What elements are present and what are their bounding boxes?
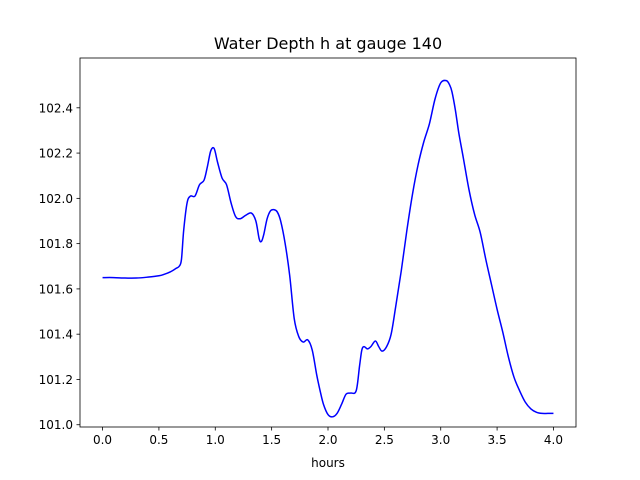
x-tick-label: 1.0 [206,433,225,447]
x-axis-label: hours [311,456,345,470]
y-tick-label: 101.6 [39,282,73,296]
x-tick-label: 3.5 [488,433,507,447]
x-tick-label: 4.0 [544,433,563,447]
x-tick-label: 3.0 [431,433,450,447]
y-tick-label: 101.4 [39,328,73,342]
y-tick-label: 102.0 [39,192,73,206]
x-tick-label: 1.5 [262,433,281,447]
x-tick-label: 2.0 [318,433,337,447]
chart-title: Water Depth h at gauge 140 [214,34,442,53]
x-axis: 0.0 0.5 1.0 1.5 2.0 2.5 3.0 3.5 4.0 [93,427,563,447]
x-tick-label: 0.5 [149,433,168,447]
plot-area [79,57,577,428]
series-line [102,79,554,418]
y-tick-label: 102.2 [39,147,73,161]
y-tick-label: 102.4 [39,101,73,115]
series-layer [102,79,554,418]
x-tick-label: 0.0 [93,433,112,447]
x-tick-label: 2.5 [375,433,394,447]
y-axis: 101.0 101.2 101.4 101.6 101.8 102.0 102.2 102.4 [39,101,80,432]
y-tick-label: 101.0 [39,418,73,432]
y-tick-label: 101.2 [39,373,73,387]
y-tick-label: 101.8 [39,237,73,251]
